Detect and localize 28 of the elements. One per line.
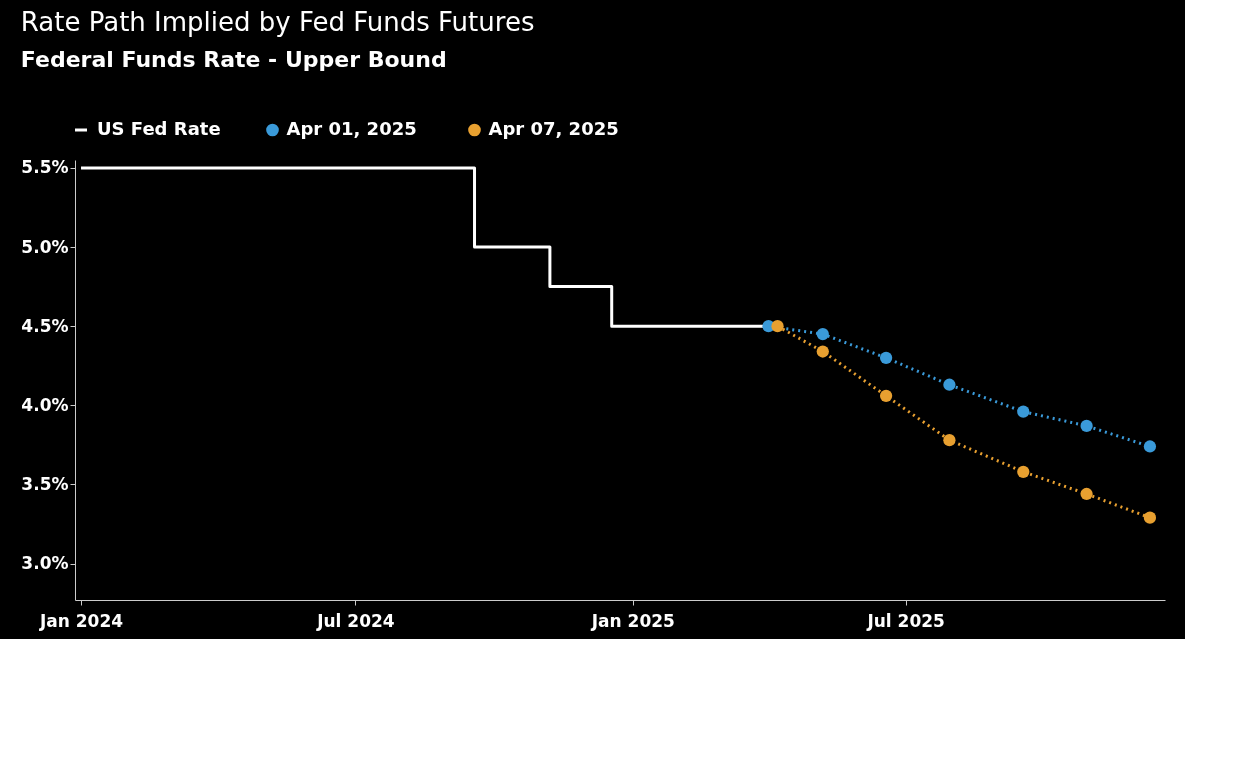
legend-label: Apr 07, 2025 [488, 118, 619, 139]
y-tick-label: 4.5% [21, 315, 69, 336]
legend-label: US Fed Rate [97, 118, 221, 139]
y-tick-label: 5.0% [21, 236, 69, 257]
x-tick-label: Jul 2024 [316, 610, 395, 631]
x-tick-label: Jan 2025 [590, 610, 675, 631]
y-tick-label: 4.0% [21, 394, 69, 415]
point [1143, 511, 1157, 524]
point [771, 320, 784, 333]
point [1143, 440, 1157, 453]
point [816, 345, 829, 358]
x-tick-label: Jul 2025 [866, 610, 945, 631]
legend-label: Apr 01, 2025 [286, 118, 417, 139]
point [1017, 465, 1030, 478]
point [879, 351, 893, 364]
y-tick-label: 3.5% [21, 473, 69, 494]
point [1017, 405, 1030, 418]
point [943, 378, 956, 391]
point [943, 434, 956, 447]
chart-subtitle: Federal Funds Rate - Upper Bound [20, 47, 447, 72]
y-tick-label: 3.0% [21, 553, 69, 574]
chart-title: Rate Path Implied by Fed Funds Futures [20, 7, 535, 37]
point [816, 327, 829, 341]
point [1080, 419, 1093, 433]
x-tick-label: Jan 2024 [38, 610, 124, 631]
y-tick-label: 5.5% [21, 157, 69, 178]
point [879, 389, 893, 402]
point [1080, 487, 1093, 501]
